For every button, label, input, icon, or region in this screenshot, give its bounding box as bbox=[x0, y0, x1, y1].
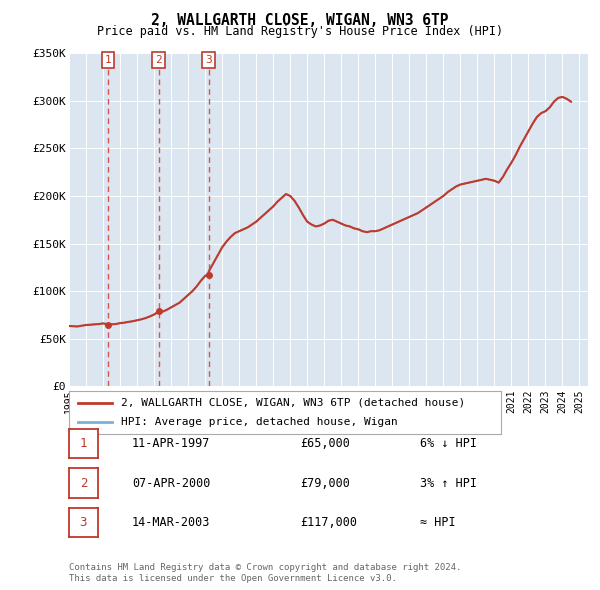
Text: HPI: Average price, detached house, Wigan: HPI: Average price, detached house, Wiga… bbox=[121, 417, 398, 427]
Text: Contains HM Land Registry data © Crown copyright and database right 2024.: Contains HM Land Registry data © Crown c… bbox=[69, 563, 461, 572]
Text: 1: 1 bbox=[80, 437, 87, 450]
Text: 2: 2 bbox=[80, 477, 87, 490]
Text: 2, WALLGARTH CLOSE, WIGAN, WN3 6TP (detached house): 2, WALLGARTH CLOSE, WIGAN, WN3 6TP (deta… bbox=[121, 398, 465, 408]
Text: 14-MAR-2003: 14-MAR-2003 bbox=[132, 516, 211, 529]
Text: Price paid vs. HM Land Registry's House Price Index (HPI): Price paid vs. HM Land Registry's House … bbox=[97, 25, 503, 38]
Text: This data is licensed under the Open Government Licence v3.0.: This data is licensed under the Open Gov… bbox=[69, 574, 397, 583]
Text: £79,000: £79,000 bbox=[300, 477, 350, 490]
Text: 07-APR-2000: 07-APR-2000 bbox=[132, 477, 211, 490]
Text: 11-APR-1997: 11-APR-1997 bbox=[132, 437, 211, 450]
Text: 3: 3 bbox=[205, 55, 212, 65]
Text: 1: 1 bbox=[104, 55, 111, 65]
Text: 3: 3 bbox=[80, 516, 87, 529]
Text: 3% ↑ HPI: 3% ↑ HPI bbox=[420, 477, 477, 490]
Text: £117,000: £117,000 bbox=[300, 516, 357, 529]
Text: 6% ↓ HPI: 6% ↓ HPI bbox=[420, 437, 477, 450]
Text: 2, WALLGARTH CLOSE, WIGAN, WN3 6TP: 2, WALLGARTH CLOSE, WIGAN, WN3 6TP bbox=[151, 13, 449, 28]
Text: £65,000: £65,000 bbox=[300, 437, 350, 450]
Text: ≈ HPI: ≈ HPI bbox=[420, 516, 455, 529]
Text: 2: 2 bbox=[155, 55, 162, 65]
